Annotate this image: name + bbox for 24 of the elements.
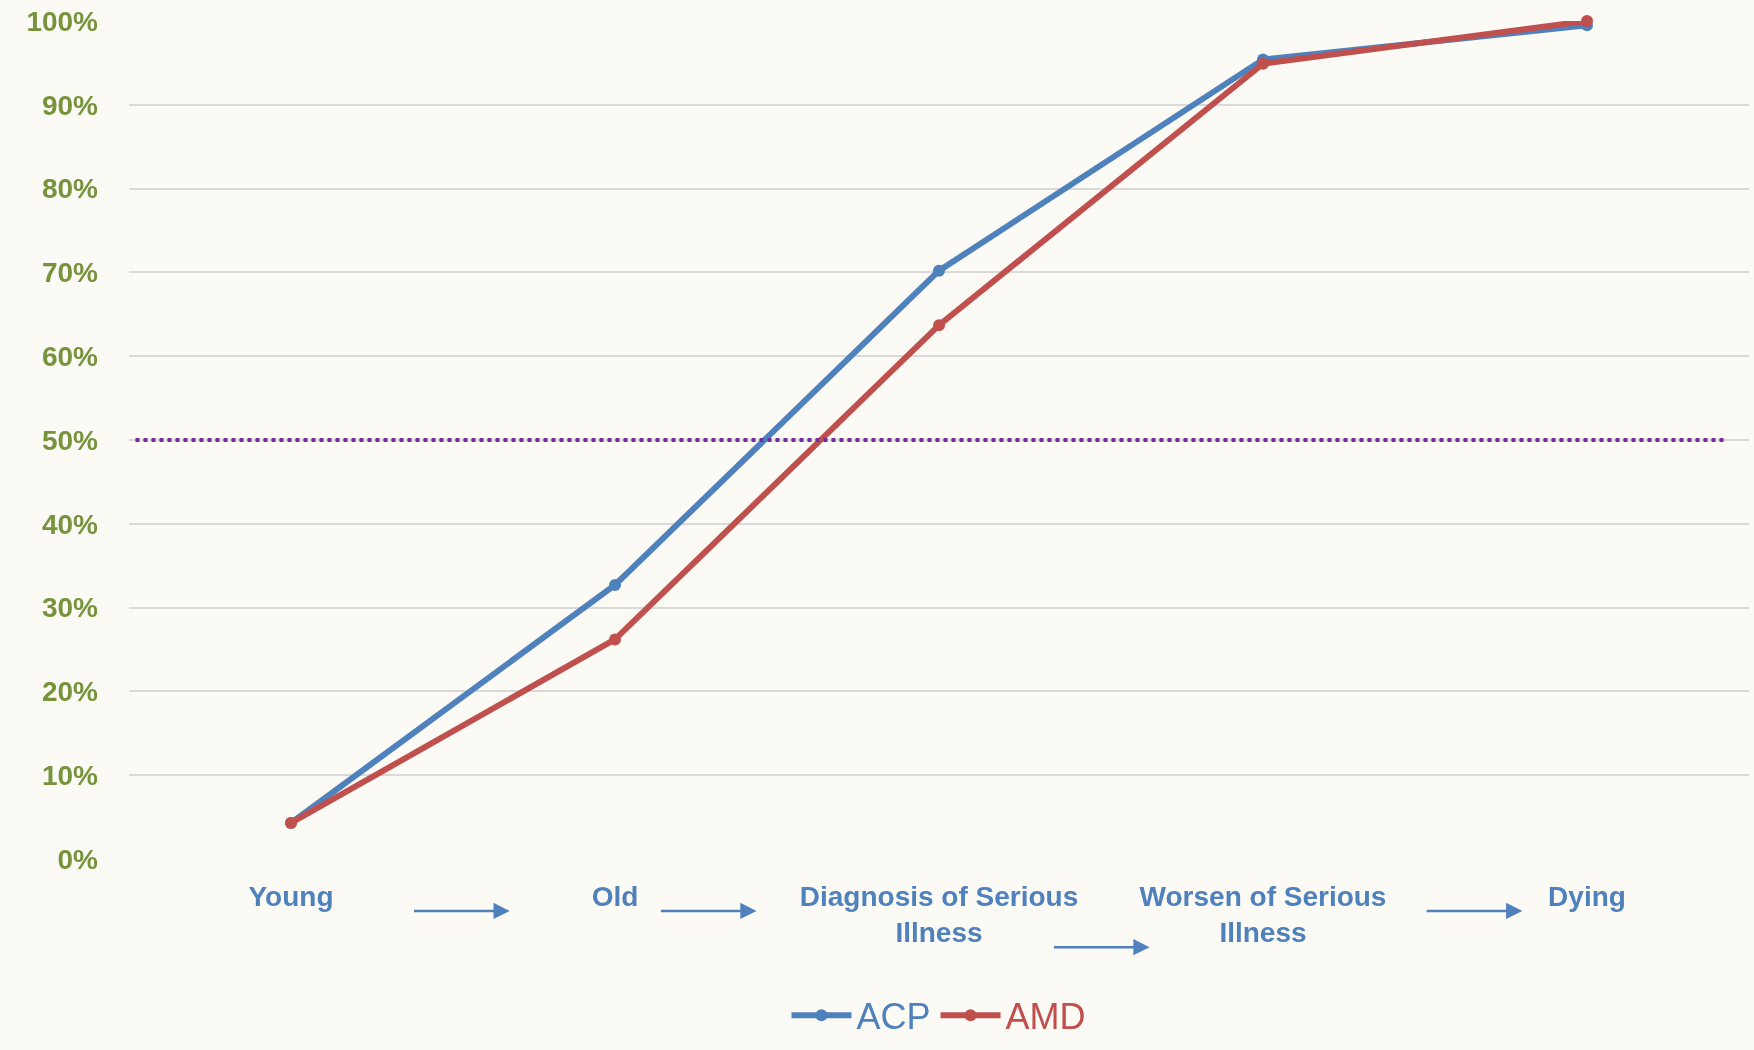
x-tick-label: Worsen of Serious Illness: [1139, 881, 1387, 949]
point: [933, 264, 945, 277]
x-tick-label: Dying: [1548, 881, 1626, 912]
x-tick-label: Young: [248, 881, 334, 912]
y-tick-label: 80%: [41, 173, 99, 205]
y-tick-label: 10%: [41, 760, 99, 791]
y-tick-label: 100%: [26, 5, 99, 37]
y-tick-label: 60%: [41, 341, 99, 372]
point: [1257, 57, 1269, 70]
x-tick-label: Diagnosis of Serious Illness: [799, 881, 1079, 949]
y-tick-label: 0%: [57, 843, 99, 875]
point: [609, 633, 621, 646]
y-tick-label: 50%: [41, 424, 99, 456]
x-tick-label: Old: [591, 881, 639, 912]
point: [609, 578, 621, 591]
y-tick-label: 70%: [41, 257, 99, 289]
point: [933, 319, 945, 332]
y-tick-label: 40%: [41, 508, 99, 540]
y-tick-label: 30%: [41, 592, 99, 624]
y-tick-label: 20%: [41, 676, 99, 708]
legend-label: AMD: [1005, 996, 1086, 1038]
legend-label: ACP: [856, 996, 931, 1038]
y-tick-label: 90%: [41, 89, 99, 121]
point: [1581, 15, 1593, 27]
